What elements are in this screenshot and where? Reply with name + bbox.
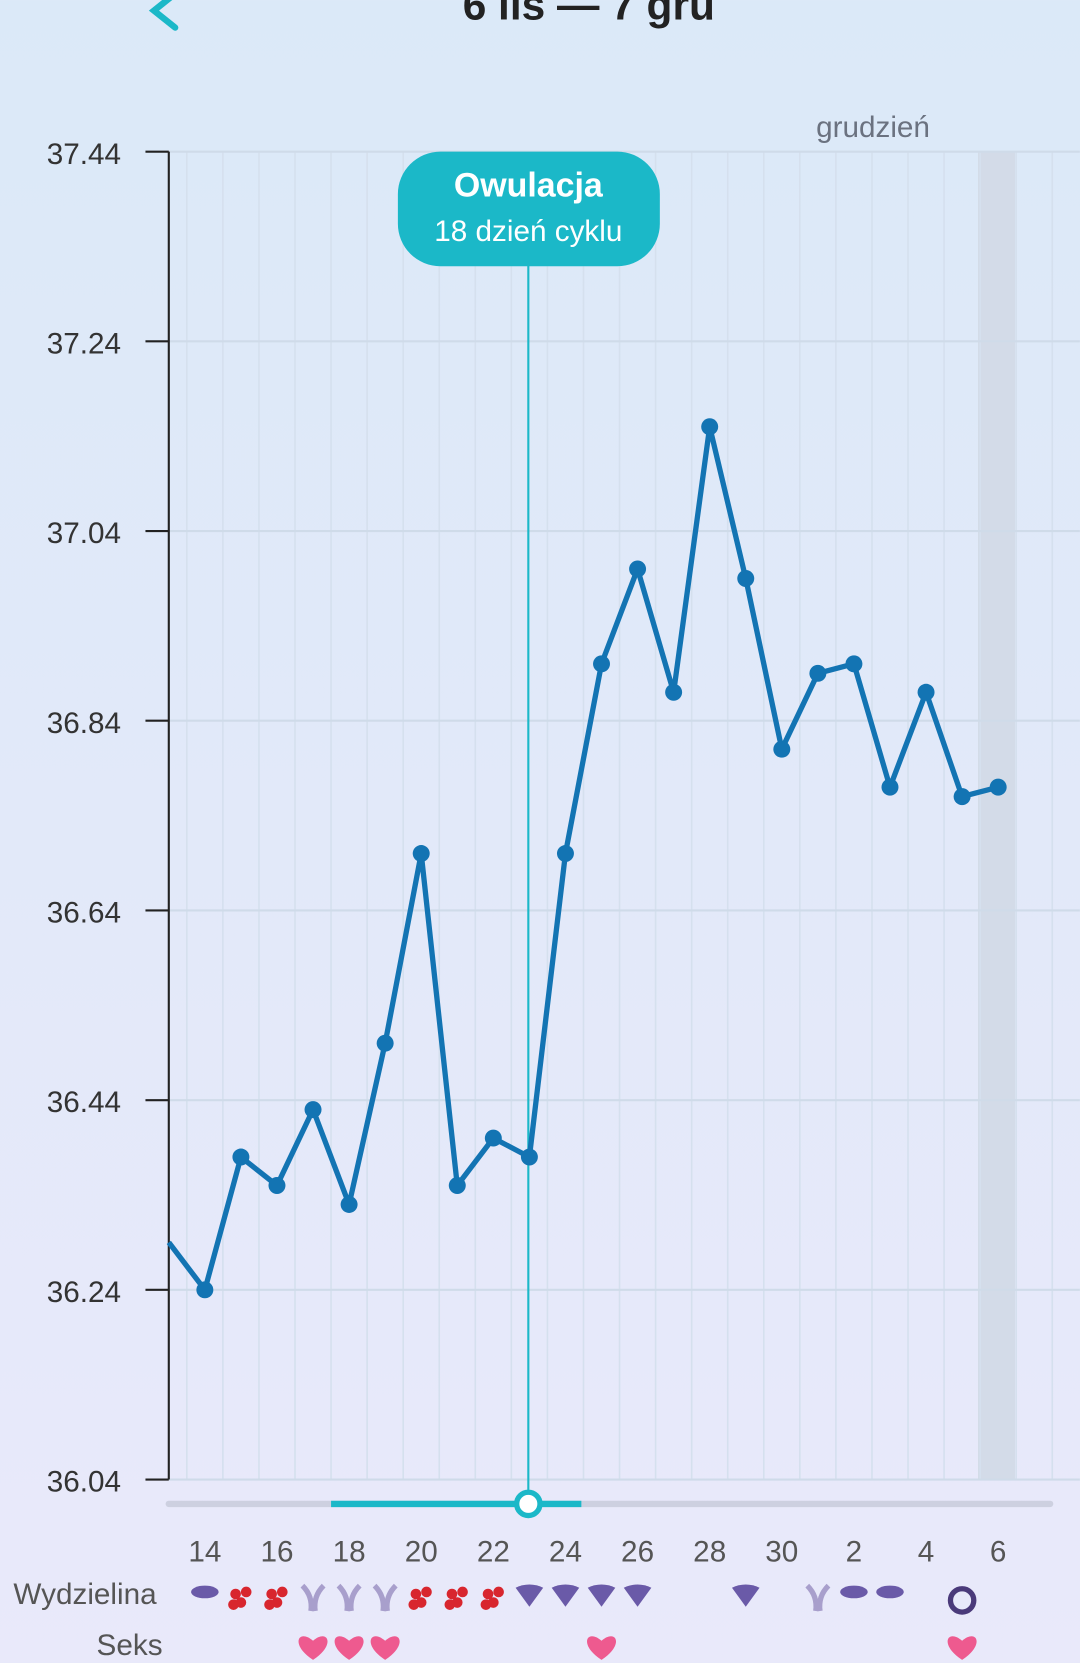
temperature-point xyxy=(304,1101,322,1119)
blood-icon xyxy=(276,1586,288,1598)
blood-icon xyxy=(421,1586,432,1598)
discharge-icon xyxy=(191,1585,219,1599)
temperature-point xyxy=(340,1195,358,1213)
ovulation-box[interactable] xyxy=(397,151,660,267)
row-label: Seks xyxy=(97,1629,163,1662)
discharge-icon xyxy=(623,1584,652,1607)
blood-icon xyxy=(480,1599,492,1610)
discharge-icon xyxy=(336,1583,362,1612)
temperature-point xyxy=(809,664,827,682)
sex-icon xyxy=(587,1636,617,1660)
blood-icon xyxy=(457,1586,468,1598)
row-label: Wydzielina xyxy=(13,1578,157,1611)
blood-icon xyxy=(493,1586,504,1598)
x-tick-label: 4 xyxy=(918,1536,935,1569)
x-tick-label: 18 xyxy=(333,1536,366,1569)
discharge-icon xyxy=(840,1585,868,1599)
ovulation-detail: 18 dzień cyklu xyxy=(434,215,622,248)
discharge-icon xyxy=(515,1584,544,1607)
temperature-point xyxy=(448,1177,466,1194)
y-tick-label: 37.04 xyxy=(47,517,121,550)
blood-icon xyxy=(482,1588,494,1600)
sex-icon xyxy=(298,1636,328,1660)
temperature-point xyxy=(376,1034,394,1052)
temperature-point xyxy=(556,845,574,863)
temperature-point xyxy=(196,1281,214,1299)
blood-icon xyxy=(240,1586,252,1598)
discharge-icon xyxy=(947,1586,977,1615)
title: 6 lis — 7 gru xyxy=(463,0,715,29)
blood-icon xyxy=(444,1599,456,1610)
discharge-icon xyxy=(876,1585,904,1599)
sex-icon xyxy=(947,1636,977,1660)
range-handle[interactable] xyxy=(514,1489,543,1519)
blood-icon xyxy=(408,1599,420,1610)
temperature-point xyxy=(917,683,935,701)
x-tick-label: 14 xyxy=(188,1536,221,1569)
x-tick-label: 16 xyxy=(260,1536,293,1569)
y-tick-label: 37.44 xyxy=(47,138,121,171)
x-tick-label: 28 xyxy=(693,1536,726,1569)
x-tick-label: 26 xyxy=(621,1536,654,1569)
y-tick-label: 36.84 xyxy=(47,707,121,740)
back-button[interactable] xyxy=(148,0,179,31)
temperature-point xyxy=(701,418,719,436)
y-tick-label: 36.64 xyxy=(47,897,121,930)
ovulation-title: Owulacja xyxy=(454,167,604,205)
discharge-icon xyxy=(805,1583,831,1612)
y-tick-label: 36.24 xyxy=(47,1276,121,1309)
temperature-line xyxy=(166,424,999,1293)
sex-icon xyxy=(334,1636,364,1660)
blood-icon xyxy=(228,1599,239,1610)
discharge-icon xyxy=(587,1584,616,1607)
x-tick-label: 22 xyxy=(477,1536,510,1569)
y-tick-label: 36.04 xyxy=(47,1466,121,1499)
discharge-icon xyxy=(372,1583,398,1612)
temperature-point xyxy=(593,655,610,673)
month-label: grudzień xyxy=(816,111,930,144)
temperature-point xyxy=(881,778,899,796)
temperature-point xyxy=(268,1177,286,1194)
x-tick-label: 2 xyxy=(846,1536,863,1569)
x-tick-label: 24 xyxy=(549,1536,582,1569)
temperature-point xyxy=(953,788,971,806)
temperature-point xyxy=(737,569,755,587)
temperature-point xyxy=(484,1129,502,1147)
sex-icon xyxy=(370,1636,400,1660)
x-tick-label: 20 xyxy=(405,1536,438,1569)
temperature-point xyxy=(845,655,863,673)
blood-icon xyxy=(266,1588,277,1600)
discharge-icon xyxy=(300,1583,326,1612)
temperature-point xyxy=(629,560,647,578)
discharge-icon xyxy=(731,1584,760,1607)
blood-icon xyxy=(446,1588,458,1600)
discharge-icon xyxy=(551,1584,580,1607)
blood-icon xyxy=(264,1599,275,1610)
y-tick-label: 36.44 xyxy=(47,1086,121,1119)
temperature-point xyxy=(412,845,430,863)
x-tick-label: 6 xyxy=(990,1536,1007,1569)
y-tick-label: 37.24 xyxy=(47,327,121,360)
temperature-point xyxy=(520,1148,538,1166)
blood-icon xyxy=(410,1588,422,1600)
blood-icon xyxy=(230,1588,241,1600)
temperature-point xyxy=(665,683,683,701)
temperature-point xyxy=(773,740,791,758)
temperature-point xyxy=(232,1148,250,1166)
temperature-point xyxy=(989,778,1007,796)
today-column xyxy=(978,151,1016,1480)
x-tick-label: 30 xyxy=(765,1536,798,1569)
